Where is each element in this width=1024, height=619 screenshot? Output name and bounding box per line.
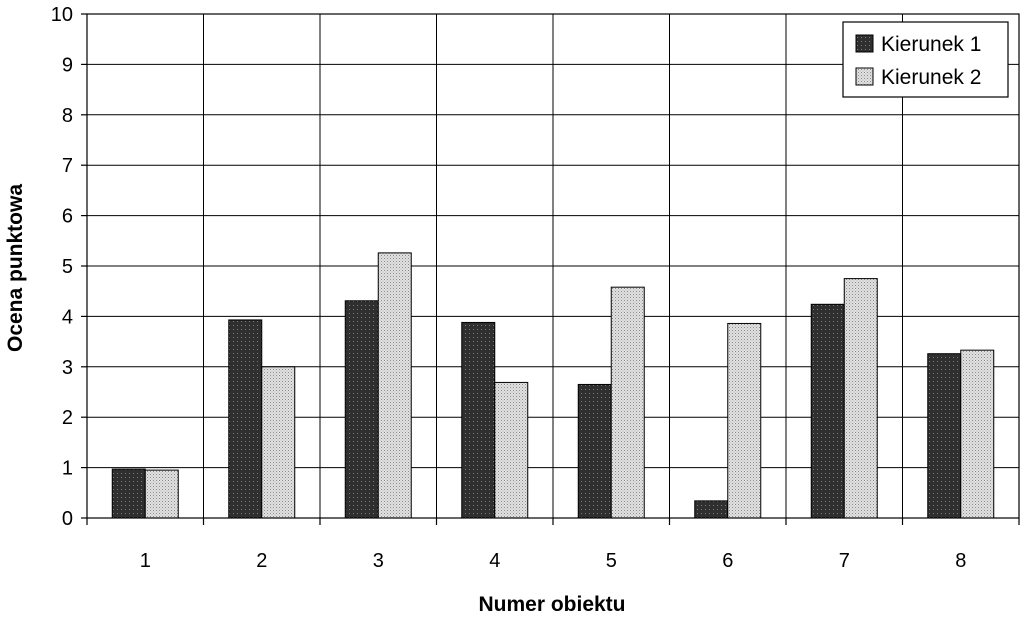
y-tick-label: 0 [62, 508, 73, 530]
y-tick-label: 4 [62, 306, 73, 328]
legend-label-kierunek-2: Kierunek 2 [881, 66, 981, 89]
x-tick-label: 6 [722, 550, 733, 572]
x-axis-title: Numer obiektu [478, 593, 625, 616]
bar-kierunek-1-cat-1 [111, 468, 146, 519]
y-tick-label: 3 [62, 357, 73, 379]
x-tick-label: 3 [373, 550, 384, 572]
bar-kierunek-2-cat-8 [960, 349, 995, 519]
bar-kierunek-2-cat-3 [377, 252, 412, 519]
bar-kierunek-2-cat-2 [261, 366, 296, 519]
x-tick-label: 1 [140, 550, 151, 572]
bar-kierunek-1-cat-4 [461, 321, 496, 519]
legend: Kierunek 1 Kierunek 2 [842, 21, 1009, 98]
bar-kierunek-1-cat-6 [694, 500, 729, 519]
tick-labels: 0 1 2 3 4 5 6 7 8 9 10 1 2 3 4 5 6 7 8 [51, 4, 967, 572]
y-tick-label: 1 [62, 458, 73, 480]
bars [111, 252, 995, 519]
bar-kierunek-2-cat-6 [727, 322, 762, 519]
y-tick-label: 10 [51, 4, 73, 26]
x-tick-label: 4 [489, 550, 500, 572]
legend-swatch-kierunek-2 [855, 67, 874, 86]
bar-kierunek-1-cat-3 [344, 300, 379, 519]
x-tick-label: 8 [955, 550, 966, 572]
bar-kierunek-1-cat-5 [577, 383, 612, 519]
legend-swatch-kierunek-1 [855, 34, 874, 53]
gridlines [87, 13, 1019, 518]
y-axis-title: Ocena punktowa [4, 184, 27, 352]
y-tick-label: 8 [62, 105, 73, 127]
x-tick-label: 2 [256, 550, 267, 572]
bar-kierunek-2-cat-4 [494, 381, 529, 519]
y-tick-label: 2 [62, 407, 73, 429]
legend-label-kierunek-1: Kierunek 1 [881, 33, 981, 56]
axes [81, 13, 1020, 525]
bar-kierunek-2-cat-5 [610, 286, 645, 519]
x-tick-label: 7 [839, 550, 850, 572]
y-tick-label: 5 [62, 256, 73, 278]
bar-kierunek-2-cat-1 [144, 469, 179, 519]
bar-kierunek-1-cat-7 [810, 303, 845, 519]
bar-kierunek-1-cat-8 [927, 353, 962, 519]
y-tick-label: 9 [62, 54, 73, 76]
x-tick-label: 5 [606, 550, 617, 572]
y-tick-label: 6 [62, 206, 73, 228]
y-tick-label: 7 [62, 155, 73, 177]
bar-kierunek-1-cat-2 [228, 319, 263, 519]
bar-kierunek-2-cat-7 [843, 278, 878, 519]
plot-frame [86, 13, 1020, 519]
